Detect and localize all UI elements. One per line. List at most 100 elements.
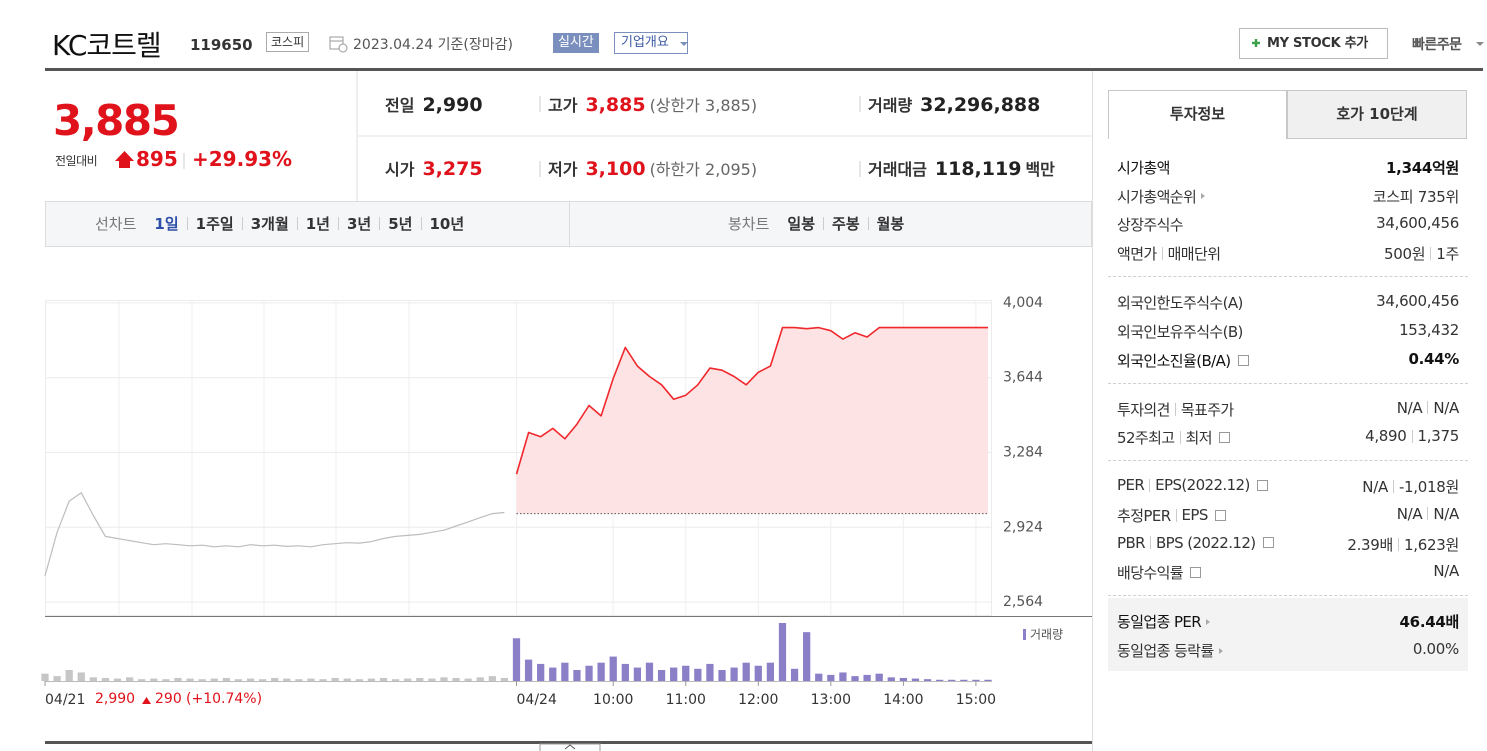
volume-bar	[537, 663, 545, 681]
quote-value: 3,275	[422, 158, 483, 180]
volume-bar	[138, 679, 146, 681]
help-icon[interactable]	[1256, 479, 1268, 491]
info-label: 52주최고 최저	[1117, 427, 1230, 448]
caret	[1476, 42, 1484, 46]
info-label-text: 상장주식수	[1117, 216, 1184, 235]
info-label-text: 매매단위	[1167, 245, 1221, 264]
help-icon[interactable]	[1218, 432, 1230, 444]
volume-bar	[875, 673, 883, 681]
plus-icon	[1252, 39, 1260, 47]
change-pct: +29.93%	[192, 147, 293, 171]
help-icon[interactable]	[1214, 509, 1226, 521]
info-value: 34,600,456	[1376, 292, 1459, 310]
volume-bar	[960, 679, 968, 681]
quote-cell: 전일 2,990	[385, 92, 483, 116]
info-label: 시가총액	[1117, 157, 1170, 178]
separator	[1174, 402, 1176, 416]
info-label: PER EPS(2022.12)	[1117, 476, 1268, 494]
volume-bar	[391, 679, 400, 681]
info-value-text: 34,600,456	[1376, 292, 1459, 311]
up-triangle	[142, 697, 151, 704]
quote-cell: 고가 3,885 (상한가 3,885)	[548, 92, 757, 116]
price-line	[515, 326, 988, 475]
quote-note: (상한가 3,885)	[649, 96, 758, 115]
info-value-text: 2.39배	[1347, 535, 1394, 554]
area-fill	[516, 327, 988, 514]
volume-bar	[839, 672, 847, 681]
x-tick-label: 10:00	[593, 692, 633, 708]
up-arrow-icon	[115, 151, 134, 168]
help-icon[interactable]	[1262, 537, 1274, 549]
volume-bar	[41, 673, 49, 681]
volume-bar	[936, 679, 944, 681]
mystock-button[interactable]: MY STOCK 추가	[1239, 28, 1388, 59]
info-value: 0.44%	[1408, 350, 1459, 368]
volume-bar	[198, 679, 206, 681]
volume-bar	[657, 670, 666, 681]
x-tick-label: 14:00	[883, 692, 923, 708]
volume-bar	[803, 632, 811, 681]
volume-bar	[186, 678, 194, 681]
info-value-text: 1,375	[1417, 427, 1460, 446]
realtime-button[interactable]: 실시간	[553, 33, 599, 53]
help-icon[interactable]	[1190, 567, 1202, 579]
quote-value: 118,119	[934, 158, 1022, 180]
company-button[interactable]: 기업개요	[614, 32, 688, 54]
info-label: 외국인보유주식수(B)	[1117, 321, 1243, 342]
candle-tab[interactable]: 일봉	[787, 215, 816, 233]
volume-bar	[500, 677, 509, 681]
volume-bar	[101, 677, 110, 681]
y-tick-label: 2,924	[1003, 519, 1043, 535]
period-tab[interactable]: 1일	[154, 215, 179, 233]
quote-label: 전일	[385, 96, 415, 115]
period-tab[interactable]: 10년	[429, 215, 465, 233]
volume-bar	[404, 678, 412, 681]
volume-bar	[911, 678, 920, 681]
info-value-text: 4,890	[1365, 427, 1407, 446]
volume-bar	[887, 677, 895, 681]
tab-group-label: 봉차트	[728, 215, 770, 233]
y-tick-label: 3,284	[1003, 444, 1043, 460]
info-value-text: N/A	[1396, 504, 1423, 523]
info-value: 46.44배	[1400, 611, 1460, 632]
period-tab[interactable]: 3개월	[250, 215, 289, 233]
quote-label: 거래량	[868, 96, 913, 115]
volume-bar	[670, 667, 678, 681]
stock-name: KC코트렐	[52, 29, 162, 62]
info-value-text: 0.00%	[1412, 640, 1459, 658]
info-value: 4,890 1,375	[1365, 427, 1459, 445]
separator	[1430, 247, 1432, 261]
volume-bar	[645, 662, 654, 681]
candle-tab[interactable]: 주봉	[832, 215, 860, 233]
help-icon[interactable]	[1237, 354, 1249, 366]
x-tick-label: 04/21	[45, 692, 85, 708]
prev-change-pct: (+10.74%)	[186, 691, 263, 707]
info-label-text: 추정PER	[1117, 506, 1171, 525]
info-tab[interactable]: 호가 10단계	[1287, 90, 1467, 139]
period-tab[interactable]: 1주일	[195, 215, 234, 233]
info-value-text: N/A	[1433, 398, 1459, 417]
info-value: N/A N/A	[1397, 398, 1460, 417]
tab-group-label: 선차트	[95, 215, 137, 233]
volume-bar	[367, 678, 376, 681]
info-value-text: 1,623원	[1404, 535, 1459, 554]
period-tab[interactable]: 1년	[305, 215, 330, 233]
section-separator	[1108, 276, 1468, 278]
volume-bar	[718, 670, 726, 681]
quick-order[interactable]: 빠른주문	[1412, 37, 1462, 53]
candle-tab[interactable]: 월봉	[876, 215, 905, 233]
separator	[1179, 431, 1181, 445]
info-label-text: PBR	[1117, 533, 1146, 552]
plot-frame	[45, 300, 992, 616]
volume-bar	[561, 662, 569, 681]
period-tab[interactable]: 3년	[347, 215, 372, 233]
volume-bar	[621, 663, 629, 681]
info-tab[interactable]: 투자정보	[1108, 90, 1287, 139]
x-tick-label: 11:00	[666, 692, 706, 708]
quote-cell: 저가 3,100 (하한가 2,095)	[548, 156, 757, 180]
candle-tabs: 봉차트 일봉 주봉 월봉	[728, 213, 904, 234]
info-value-text: 34,600,456	[1376, 214, 1459, 233]
period-tab[interactable]: 5년	[388, 215, 413, 233]
info-label-text: 최저	[1185, 429, 1213, 448]
